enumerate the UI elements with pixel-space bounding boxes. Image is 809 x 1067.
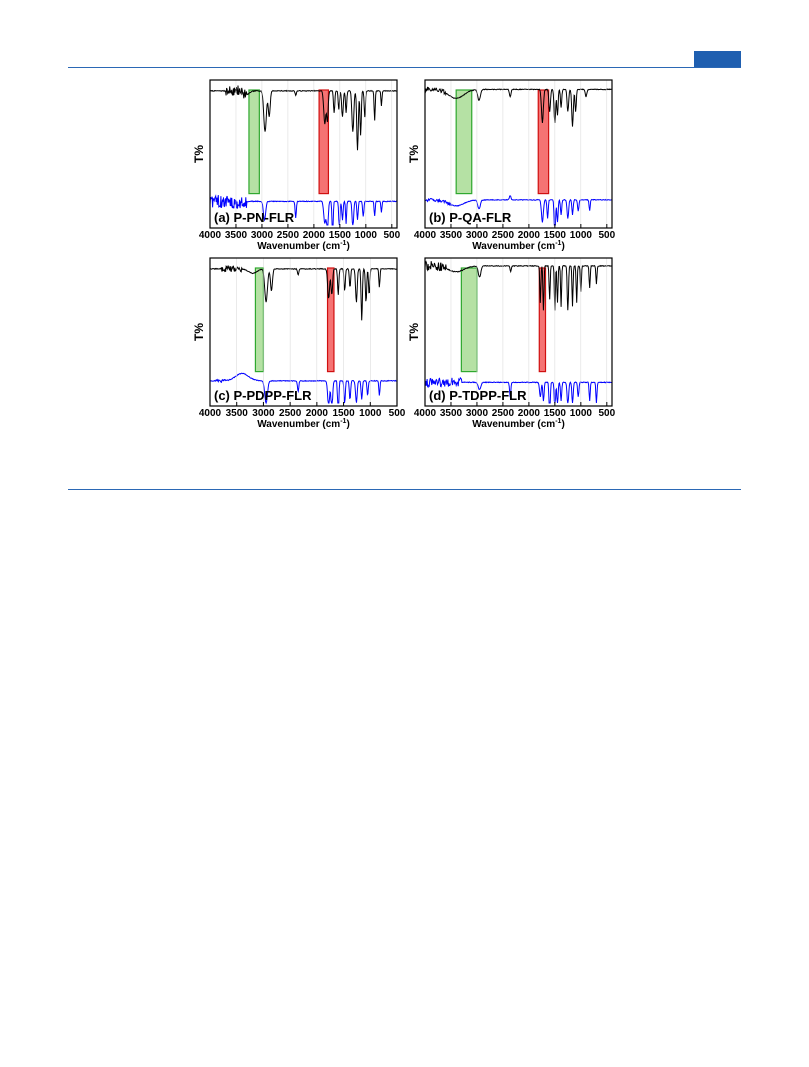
- chart-panel-d: 4000 3500 3000 2500 2000 1500 1000 500 Wavenumbe…: [407, 257, 616, 430]
- chart-3-plot-frame: [424, 257, 613, 407]
- chart-1-x-tick-label-0: 4000: [414, 230, 437, 241]
- chart-1-x-tick-label-3: 2500: [492, 230, 515, 241]
- chart-1-y-axis-label: T%: [407, 145, 421, 163]
- chart-2-series-1: [210, 372, 398, 405]
- chart-2-x-tick-label-5: 1500: [332, 408, 355, 419]
- chart-1-x-tick-label-1: 3500: [440, 230, 463, 241]
- chart-1-gridlines: [424, 80, 608, 228]
- chart-1-x-ticks: 4000 3500 3000 2500 2000 1500 1000 500: [414, 224, 616, 241]
- chart-1-series-0: [424, 86, 612, 127]
- chart-3-panel-label: (d) P-TDPP-FLR: [429, 388, 527, 403]
- chart-0-panel-label: (a) P-PN-FLR: [214, 210, 295, 225]
- chart-3-x-tick-label-6: 1000: [570, 408, 593, 419]
- chart-1-x-tick-label-2: 3000: [466, 230, 489, 241]
- chart-2-highlights: [254, 267, 335, 373]
- chart-3-x-tick-label-2: 3000: [466, 408, 489, 419]
- chart-2-x-tick-label-0: 4000: [199, 408, 222, 419]
- chart-0-x-tick-label-1: 3500: [225, 230, 248, 241]
- chart-3-y-axis-label: T%: [407, 323, 421, 341]
- chart-1-x-tick-label-7: 500: [598, 230, 615, 241]
- header-accent-tab: [694, 51, 741, 67]
- chart-3-x-tick-label-5: 1500: [544, 408, 567, 419]
- chart-3-x-ticks: 4000 3500 3000 2500 2000 1500 1000 500: [414, 402, 616, 419]
- chart-0-plot-frame: [209, 79, 398, 229]
- chart-panel-a: 4000 3500 3000 2500 2000 1500 1000 500 Wavenumbe…: [192, 79, 401, 252]
- chart-2-highlight-red-1: [326, 267, 335, 373]
- chart-3-x-axis-label: Wavenumber (cm-1): [472, 418, 565, 430]
- chart-0-highlight-red-1: [318, 89, 330, 195]
- chart-0-highlight-green-0: [248, 89, 260, 195]
- header-rule: [68, 67, 741, 68]
- chart-1-highlights: [455, 89, 550, 195]
- chart-1-panel-label: (b) P-QA-FLR: [429, 210, 512, 225]
- chart-0-x-tick-label-3: 2500: [277, 230, 300, 241]
- chart-2-x-tick-label-4: 2000: [306, 408, 329, 419]
- chart-0-x-tick-label-6: 1000: [355, 230, 378, 241]
- chart-0-x-tick-label-2: 3000: [251, 230, 274, 241]
- chart-2-series-0: [209, 264, 398, 321]
- chart-2-plot-frame: [209, 257, 398, 407]
- chart-2-panel-label: (c) P-PDPP-FLR: [214, 388, 312, 403]
- chart-panel-c: 4000 3500 3000 2500 2000 1500 1000 500 Wavenumbe…: [192, 257, 406, 430]
- chart-1-x-tick-label-5: 1500: [544, 230, 567, 241]
- chart-3-x-tick-label-0: 4000: [414, 408, 437, 419]
- chart-2-x-tick-label-2: 3000: [252, 408, 275, 419]
- chart-3-x-tick-label-4: 2000: [518, 408, 541, 419]
- chart-0-x-ticks: 4000 3500 3000 2500 2000 1500 1000 500: [199, 224, 401, 241]
- chart-0-series-0: [209, 85, 398, 151]
- chart-3-series-0: [424, 260, 613, 311]
- chart-panel-b: 4000 3500 3000 2500 2000 1500 1000 500 Wavenumbe…: [407, 79, 616, 252]
- footer-rule: [68, 489, 741, 490]
- chart-2-x-axis-label: Wavenumber (cm-1): [257, 418, 350, 430]
- chart-0-highlights: [248, 89, 330, 195]
- chart-1-x-tick-label-4: 2000: [518, 230, 541, 241]
- chart-2-x-tick-label-1: 3500: [226, 408, 249, 419]
- chart-1-highlight-red-1: [537, 89, 550, 195]
- chart-1-plot-frame: [424, 79, 613, 229]
- chart-3-x-tick-label-1: 3500: [440, 408, 463, 419]
- chart-0-x-axis-label: Wavenumber (cm-1): [257, 240, 350, 252]
- chart-3-x-tick-label-3: 2500: [492, 408, 515, 419]
- chart-3-highlight-green-0: [460, 267, 478, 373]
- chart-0-x-tick-label-4: 2000: [303, 230, 326, 241]
- chart-1-highlight-green-0: [455, 89, 473, 195]
- chart-3-x-tick-label-7: 500: [598, 408, 615, 419]
- chart-2-y-axis-label: T%: [192, 323, 206, 341]
- chart-1-x-tick-label-6: 1000: [570, 230, 593, 241]
- chart-2-x-tick-label-6: 1000: [359, 408, 382, 419]
- chart-0-x-tick-label-5: 1500: [329, 230, 352, 241]
- chart-3-highlights: [460, 267, 547, 373]
- chart-2-highlight-green-0: [254, 267, 265, 373]
- chart-1-x-axis-label: Wavenumber (cm-1): [472, 240, 565, 252]
- chart-0-y-axis-label: T%: [192, 145, 206, 163]
- chart-0-x-tick-label-7: 500: [383, 230, 400, 241]
- chart-0-x-tick-label-0: 4000: [199, 230, 222, 241]
- chart-2-x-tick-label-3: 2500: [279, 408, 302, 419]
- chart-2-x-tick-label-7: 500: [389, 408, 406, 419]
- chart-2-x-ticks: 4000 3500 3000 2500 2000 1500 1000 500: [199, 402, 406, 419]
